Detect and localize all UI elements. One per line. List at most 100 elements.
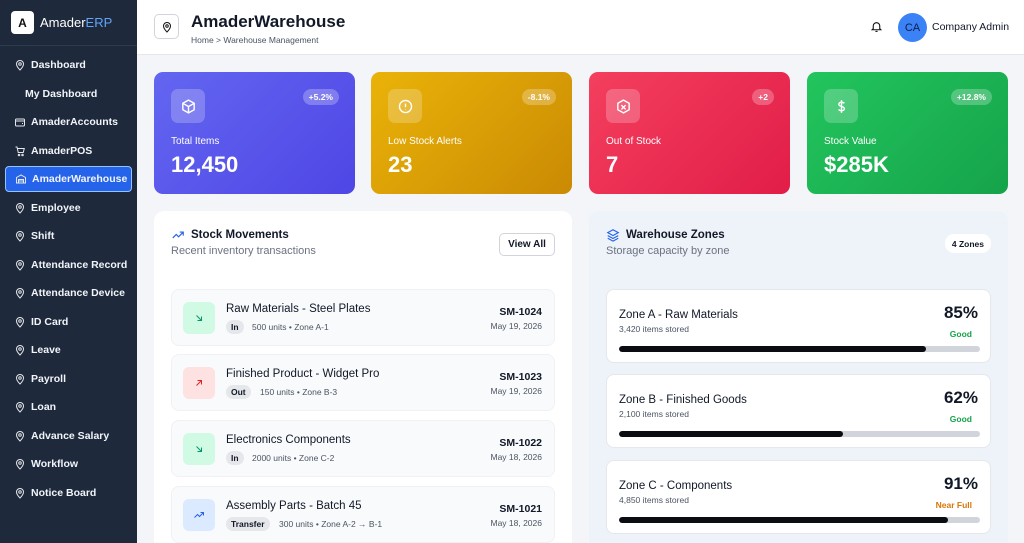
stat-delta: -8.1%	[521, 89, 556, 105]
zone-card[interactable]: Zone A - Raw Materials 3,420 items store…	[606, 289, 991, 363]
zone-count: 2,100 items stored	[619, 409, 689, 419]
stat-value: $285K	[824, 152, 889, 177]
trending-up-icon	[183, 499, 215, 531]
pin-icon	[14, 59, 26, 71]
avatar[interactable]: CA	[898, 13, 927, 42]
list-item[interactable]: Assembly Parts - Batch 45 Transfer 300 u…	[171, 486, 555, 543]
sidebar-item-label: Shift	[31, 230, 55, 242]
sidebar-item-label: Workflow	[31, 458, 79, 470]
stat-delta: +5.2%	[302, 89, 339, 105]
sidebar-item-attendance-device[interactable]: Attendance Device	[5, 280, 132, 306]
sidebar-item-leave[interactable]: Leave	[5, 337, 132, 363]
stat-delta: +2	[752, 89, 774, 105]
sidebar-item-dashboard[interactable]: Dashboard	[5, 52, 132, 78]
pin-icon	[14, 401, 26, 413]
sidebar: A AmaderERP Dashboard My Dashboard Amade…	[0, 0, 137, 543]
sidebar-item-attendance-record[interactable]: Attendance Record	[5, 252, 132, 278]
stock-movements-panel: Stock Movements Recent inventory transac…	[154, 211, 572, 543]
sidebar-item-label: Leave	[31, 344, 61, 356]
sidebar-item-amaderaccounts[interactable]: AmaderAccounts	[5, 109, 132, 135]
sidebar-item-label: Attendance Record	[31, 258, 128, 271]
sidebar-item-amaderpos[interactable]: AmaderPOS	[5, 138, 132, 164]
movement-date: May 18, 2026	[490, 518, 542, 528]
pin-icon	[14, 259, 26, 271]
sidebar-item-label: AmaderPOS	[31, 144, 93, 157]
breadcrumb[interactable]: Home > Warehouse Management	[191, 35, 319, 45]
stat-card-out-of-stock[interactable]: +2 Out of Stock 7	[589, 72, 790, 194]
sidebar-item-amaderwarehouse[interactable]: AmaderWarehouse	[5, 166, 132, 192]
sidebar-item-notice-board[interactable]: Notice Board	[5, 480, 132, 506]
sidebar-item-loan[interactable]: Loan	[5, 394, 132, 420]
movement-type-badge: Transfer	[226, 517, 270, 531]
arrow-down-right-icon	[183, 433, 215, 465]
capacity-bar	[619, 346, 980, 352]
brand[interactable]: A AmaderERP	[0, 0, 137, 46]
movement-name: Finished Product - Widget Pro	[226, 368, 380, 380]
zone-count: 3,420 items stored	[619, 324, 689, 334]
movement-name: Assembly Parts - Batch 45	[226, 500, 362, 512]
arrow-down-right-icon	[183, 302, 215, 334]
panel-subtitle: Recent inventory transactions	[171, 245, 316, 257]
zone-card[interactable]: Zone B - Finished Goods 2,100 items stor…	[606, 374, 991, 448]
zone-card[interactable]: Zone C - Components 4,850 items stored 9…	[606, 460, 991, 534]
sidebar-item-employee[interactable]: Employee	[5, 195, 132, 221]
stat-label: Stock Value	[824, 136, 877, 147]
layers-icon	[606, 228, 620, 242]
brand-name-accent: ERP	[85, 15, 113, 30]
zone-count: 4,850 items stored	[619, 495, 689, 505]
stat-label: Out of Stock	[606, 136, 662, 147]
zone-percent: 85%	[943, 303, 978, 322]
sidebar-item-shift[interactable]: Shift	[5, 223, 132, 249]
sidebar-item-label: ID Card	[31, 315, 69, 328]
user-name[interactable]: Company Admin	[932, 21, 1010, 33]
movement-name: Electronics Components	[226, 434, 351, 446]
pin-icon	[14, 373, 26, 385]
zone-status: Good	[949, 414, 972, 424]
sidebar-item-label: Notice Board	[31, 486, 97, 499]
alert-icon	[388, 89, 422, 123]
pin-icon	[14, 230, 26, 242]
stat-card-low-stock[interactable]: -8.1% Low Stock Alerts 23	[371, 72, 572, 194]
sidebar-nav: Dashboard My Dashboard AmaderAccounts Am…	[0, 46, 137, 506]
sidebar-item-id-card[interactable]: ID Card	[5, 309, 132, 335]
capacity-bar-fill	[619, 431, 843, 437]
stat-value: 23	[388, 152, 413, 177]
view-all-button[interactable]: View All	[499, 233, 555, 256]
warehouse-icon	[15, 173, 27, 185]
list-item[interactable]: Raw Materials - Steel Plates In 500 unit…	[171, 289, 555, 346]
sidebar-item-workflow[interactable]: Workflow	[5, 451, 132, 477]
page-title: AmaderWarehouse	[191, 12, 346, 31]
sidebar-item-label: Employee	[31, 201, 81, 214]
bell-icon[interactable]	[870, 20, 883, 33]
movement-ref: SM-1021	[499, 503, 542, 515]
movement-meta: 300 units • Zone A-2 → B-1	[279, 519, 383, 529]
list-item[interactable]: Finished Product - Widget Pro Out 150 un…	[171, 354, 555, 411]
stat-value: 12,450	[171, 152, 239, 177]
sidebar-item-my-dashboard[interactable]: My Dashboard	[5, 81, 132, 107]
stat-delta: +12.8%	[950, 89, 992, 105]
brand-name: AmaderERP	[40, 15, 112, 30]
movement-ref: SM-1024	[499, 306, 542, 318]
wallet-icon	[14, 116, 26, 128]
pin-icon	[162, 21, 171, 33]
sidebar-item-label: AmaderAccounts	[31, 116, 118, 128]
sidebar-item-payroll[interactable]: Payroll	[5, 366, 132, 392]
box-icon	[171, 89, 205, 123]
zone-name: Zone B - Finished Goods	[619, 394, 747, 406]
sidebar-item-label: Dashboard	[31, 59, 86, 71]
zone-percent: 62%	[943, 388, 978, 407]
capacity-bar-fill	[619, 346, 926, 352]
movement-date: May 18, 2026	[490, 452, 542, 462]
capacity-bar-fill	[619, 517, 948, 523]
top-header: AmaderWarehouse Home > Warehouse Managem…	[137, 0, 1024, 55]
stat-card-total-items[interactable]: +5.2% Total Items 12,450	[154, 72, 355, 194]
stat-card-stock-value[interactable]: +12.8% Stock Value $285K	[807, 72, 1008, 194]
sidebar-item-label: Payroll	[31, 372, 67, 385]
list-item[interactable]: Electronics Components In 2000 units • Z…	[171, 420, 555, 477]
pin-icon	[14, 316, 26, 328]
zone-status: Good	[949, 329, 972, 339]
sidebar-item-advance-salary[interactable]: Advance Salary	[5, 423, 132, 449]
arrow-up-right-icon	[183, 367, 215, 399]
location-button[interactable]	[154, 14, 179, 39]
pin-icon	[14, 202, 26, 214]
